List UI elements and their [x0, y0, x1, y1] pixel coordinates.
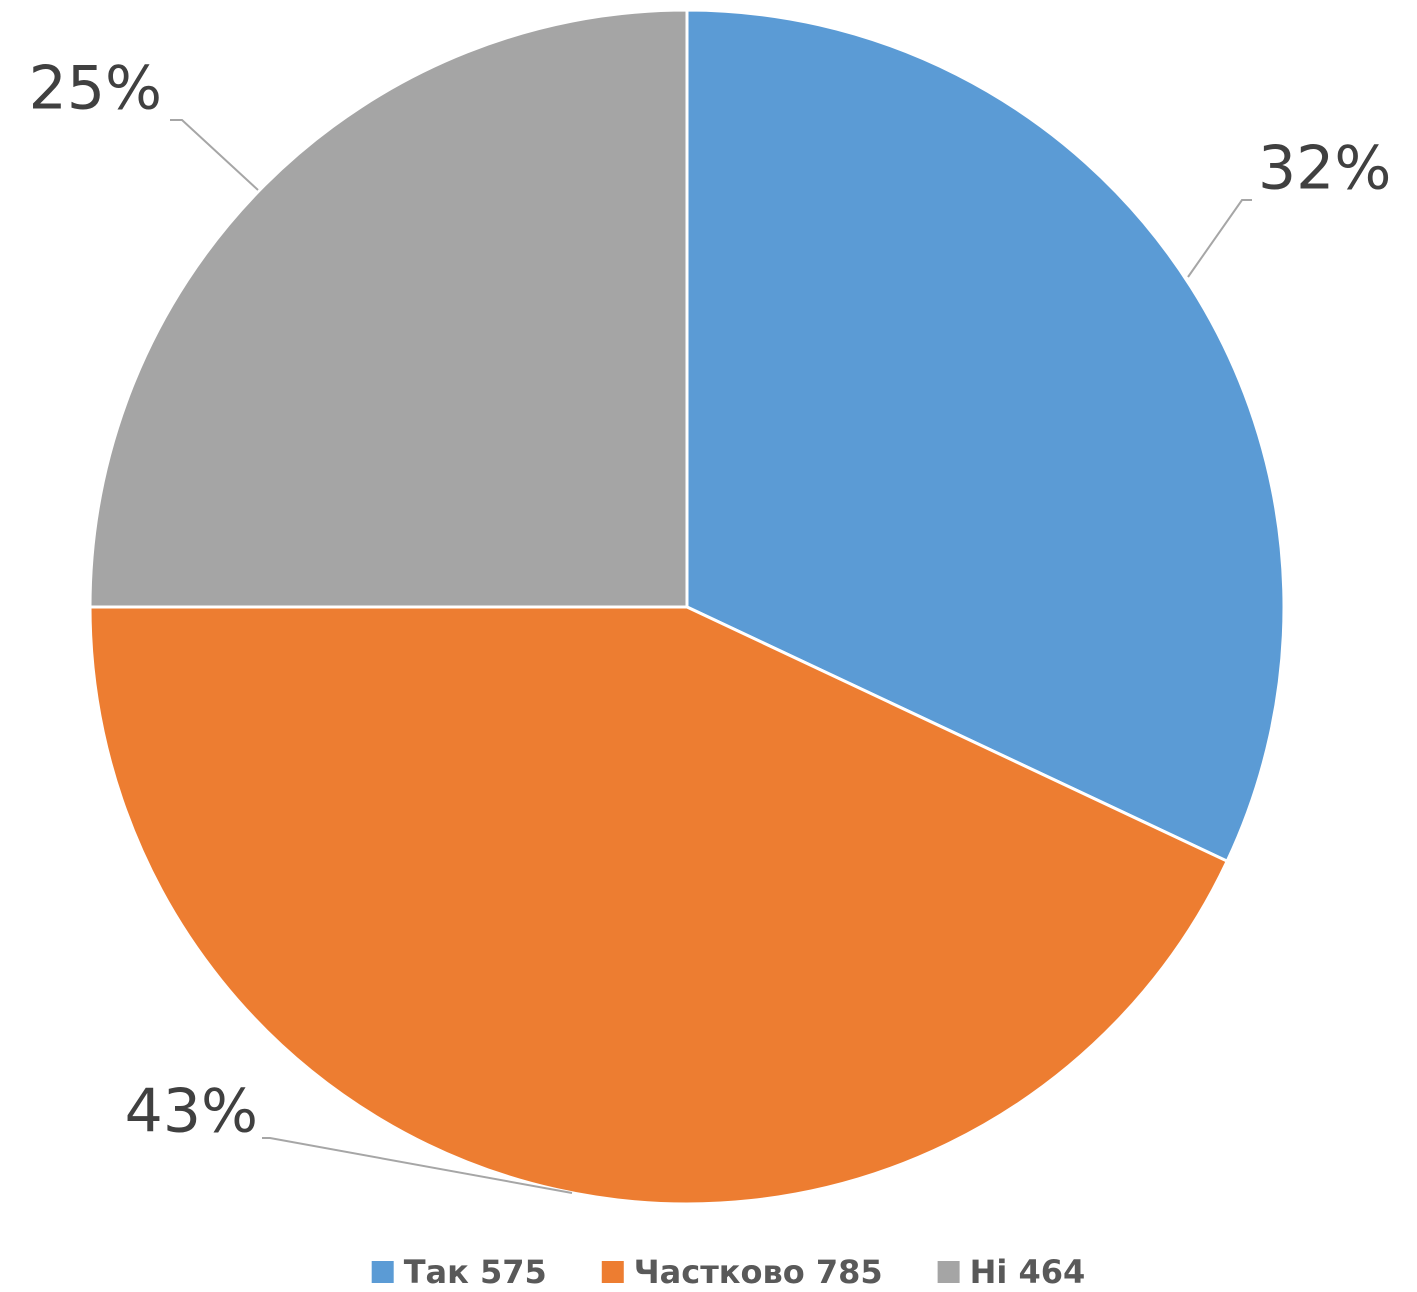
- data-labels: 32% 43% 25%: [29, 54, 1391, 1194]
- leader-line: [170, 119, 259, 191]
- legend-item: Частково 785: [601, 1253, 883, 1291]
- legend-label: Частково 785: [634, 1253, 883, 1291]
- legend-item: Ні 464: [937, 1253, 1086, 1291]
- pie-slice: [88, 8, 689, 609]
- legend-swatch: [601, 1261, 624, 1283]
- data-label: 43%: [125, 1077, 258, 1147]
- legend-label: Так 575: [404, 1253, 547, 1291]
- leader-line: [262, 1137, 573, 1194]
- pie-slice: [685, 8, 1286, 864]
- legend: Так 575 Частково 785 Ні 464: [371, 1253, 1086, 1291]
- legend-item: Так 575: [371, 1253, 547, 1291]
- leader-line: [1187, 199, 1252, 278]
- legend-label: Ні 464: [970, 1253, 1086, 1291]
- pie: [88, 8, 1286, 1206]
- legend-swatch: [371, 1261, 394, 1283]
- legend-swatch: [937, 1261, 960, 1283]
- data-label: 25%: [29, 54, 162, 124]
- data-label: 32%: [1258, 134, 1391, 204]
